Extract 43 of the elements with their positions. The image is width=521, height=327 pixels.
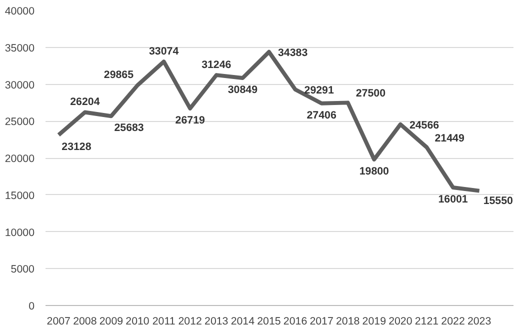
data-label: 23128 — [62, 140, 92, 153]
x-tick-label: 2010 — [126, 316, 150, 327]
x-tick-label: 2011 — [152, 316, 176, 327]
y-tick-label: 0 — [28, 300, 35, 312]
data-label: 25683 — [114, 122, 144, 134]
y-tick-label: 35000 — [4, 42, 35, 54]
data-label: 30849 — [228, 84, 258, 96]
x-tick-label: 2018 — [336, 316, 360, 327]
y-tick-label: 5000 — [10, 264, 35, 276]
x-tick-label: 2007 — [46, 316, 71, 327]
x-tick-label: 2015 — [257, 316, 281, 327]
y-tick-label: 10000 — [4, 226, 35, 239]
data-label: 26204 — [70, 96, 100, 108]
x-tick-label: 2017 — [310, 316, 334, 327]
x-tick-label: 2012 — [178, 316, 202, 327]
data-label: 15550 — [483, 194, 514, 207]
data-label: 29291 — [304, 84, 334, 96]
data-label: 26719 — [175, 114, 205, 126]
data-label: 21449 — [434, 132, 464, 144]
y-tick-label: 25000 — [4, 116, 35, 128]
x-tick-label: 2022 — [441, 316, 465, 327]
x-tick-label: 2019 — [362, 316, 386, 327]
x-tick-label: 2014 — [230, 316, 255, 327]
y-tick-label: 20000 — [4, 153, 35, 165]
x-tick-label: 2008 — [73, 316, 97, 327]
y-tick-label: 40000 — [4, 6, 35, 18]
data-label: 29865 — [104, 69, 134, 82]
data-label: 31246 — [202, 59, 232, 72]
x-tick-label: 2016 — [283, 316, 308, 327]
x-tick-label: 2020 — [388, 316, 412, 327]
x-tick-label: 2023 — [467, 316, 492, 327]
x-tick-label: 2121 — [414, 316, 439, 327]
x-tick-label: 2013 — [204, 316, 228, 327]
y-tick-label: 30000 — [4, 79, 35, 92]
data-label: 27500 — [356, 88, 386, 100]
data-label: 19800 — [359, 165, 390, 178]
data-label: 27406 — [306, 109, 336, 122]
data-label: 34383 — [278, 46, 308, 59]
data-label: 24566 — [409, 119, 440, 132]
x-tick-label: 2009 — [99, 316, 124, 327]
y-tick-label: 15000 — [4, 190, 35, 202]
data-label: 33074 — [149, 46, 179, 58]
data-label: 16001 — [438, 193, 468, 206]
